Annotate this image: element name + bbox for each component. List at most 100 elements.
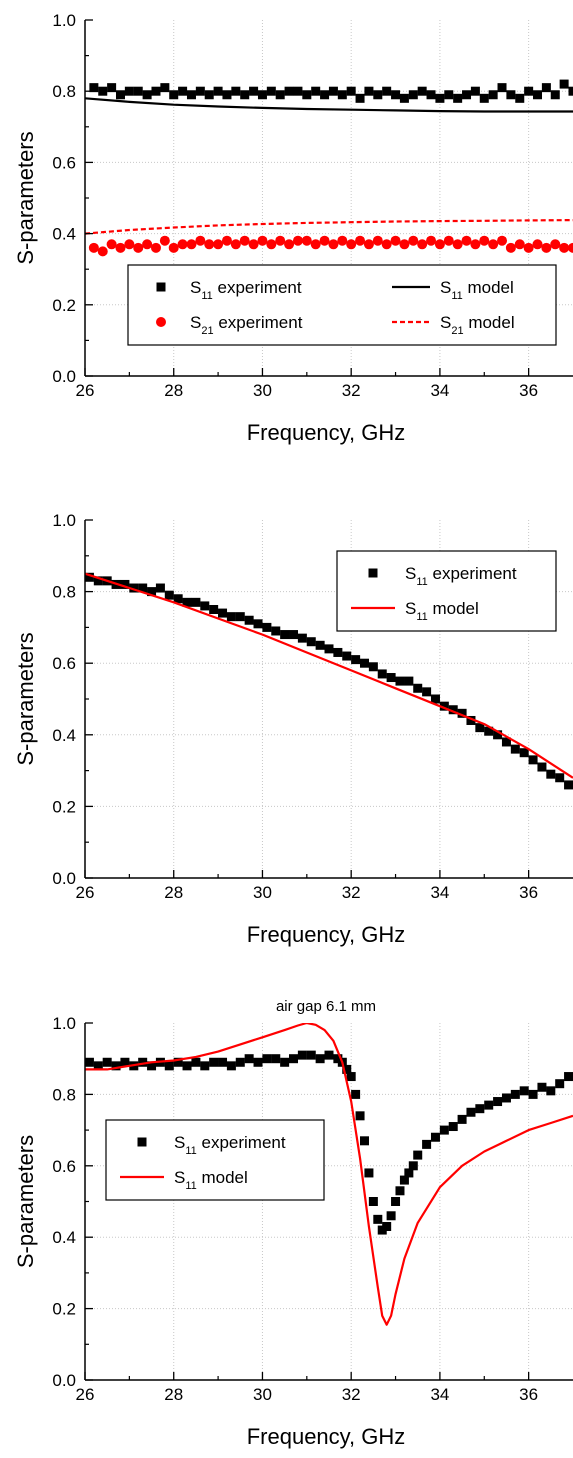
series-s11-experiment-point [497, 83, 507, 93]
y-tick-label: 0.0 [52, 1371, 76, 1390]
series-s21-experiment-point [239, 235, 250, 246]
series-s11-experiment-point [408, 1161, 418, 1171]
series-s11-experiment-point [568, 86, 573, 96]
y-tick-label: 0.4 [52, 726, 76, 745]
series-s11-experiment-point [555, 1079, 565, 1089]
series-s11-experiment-point [226, 1061, 236, 1071]
series-s11-experiment-point [235, 612, 245, 622]
series-s11-experiment-point [218, 608, 228, 618]
series-s21-experiment-point [541, 242, 552, 253]
series-s11-model-line [85, 572, 573, 779]
series-s21-experiment-point [266, 239, 277, 250]
x-tick-label: 28 [164, 1385, 183, 1404]
series-s11-experiment-point [133, 86, 143, 96]
series-s11-experiment-point [328, 86, 338, 96]
series-s21-experiment-point [213, 239, 224, 250]
series-s11-experiment-point [475, 1104, 485, 1114]
legend-label-main: S [405, 599, 416, 618]
series-s11-experiment-point [142, 90, 152, 100]
series-s11-experiment-point [448, 1122, 458, 1132]
series-s11-experiment-point [528, 755, 538, 765]
series-s21-experiment-point [532, 239, 543, 250]
series-s11-experiment-point [280, 630, 290, 640]
series-s11-experiment-point [124, 86, 134, 96]
x-axis-title: Frequency, GHz [247, 1424, 406, 1449]
legend-s11-experiment-label: S11 experiment [190, 278, 302, 302]
series-s11-experiment-point [289, 1054, 299, 1064]
legend-label-main: S [405, 564, 416, 583]
legend-label-subscript: 11 [185, 1180, 196, 1192]
series-s11-experiment-point [262, 622, 272, 632]
series-s11-experiment-point [284, 86, 294, 96]
legend-label-subscript: 11 [416, 611, 427, 623]
series-s11-experiment-point [391, 90, 401, 100]
series-s11-experiment-point [430, 1132, 440, 1142]
series-s11-experiment-point [333, 647, 343, 657]
series-s11-experiment-point [289, 630, 299, 640]
x-tick-label: 36 [519, 1385, 538, 1404]
y-tick-label: 0.8 [52, 583, 76, 602]
series-s21-experiment-point [319, 235, 330, 246]
legend-s11-experiment-symbol [368, 568, 378, 578]
series-s11-experiment-point [204, 90, 214, 100]
series-s11-experiment-point [346, 1072, 356, 1082]
series-s11-experiment-point [107, 83, 117, 93]
series-s11-experiment-point [249, 86, 259, 96]
series-s11-experiment-point [413, 1150, 423, 1160]
series-s21-experiment-point [186, 239, 197, 250]
series-s21-experiment-point [461, 235, 472, 246]
series-s11-experiment-point [182, 597, 192, 607]
legend-label-tail: experiment [197, 1133, 286, 1152]
series-s11-experiment-point [391, 1197, 401, 1206]
series-s11-experiment-point [546, 769, 556, 779]
series-s21-experiment-point [372, 235, 383, 246]
series-s21-experiment-point [514, 239, 525, 250]
x-tick-label: 34 [430, 381, 449, 400]
y-tick-label: 0.6 [52, 1157, 76, 1176]
series-s11-experiment-point [493, 730, 503, 740]
series-s11-experiment-point [475, 723, 485, 733]
series-s11-experiment-point [519, 1086, 529, 1096]
series-s11-experiment-point [85, 572, 94, 582]
series-s11-experiment-point [524, 86, 534, 96]
series-s11-experiment-point [147, 1061, 157, 1071]
series-s11-experiment-point [98, 86, 108, 96]
series-s11-experiment-point [271, 1054, 281, 1064]
series-s11-experiment-point [302, 90, 312, 100]
series-s11-experiment-point [484, 1100, 494, 1110]
series-s11-experiment-point [182, 1061, 192, 1071]
series-s11-experiment-point [386, 1211, 396, 1221]
series-s11-experiment-point [422, 1139, 432, 1149]
series-s11-experiment-point [337, 90, 347, 100]
series-s21-experiment-point [550, 239, 561, 250]
series-s11-experiment-point [164, 590, 174, 600]
series-s11-experiment-point [93, 1061, 103, 1071]
series-s11-experiment-point [506, 90, 516, 100]
series-s21-experiment-point [310, 239, 321, 250]
series-s11-experiment-point [324, 644, 334, 654]
y-tick-label: 0.4 [52, 1228, 76, 1247]
plot-area [85, 79, 573, 257]
series-s11-experiment-point [484, 726, 494, 736]
series-s11-experiment-point [537, 1082, 547, 1092]
series-s11-experiment-point [209, 1057, 219, 1067]
series-s11-experiment-point [231, 86, 241, 96]
plot-area [85, 1023, 573, 1326]
series-s11-experiment-point [293, 86, 303, 96]
series-s11-experiment-point [368, 662, 378, 672]
series-s11-experiment-point [493, 1097, 503, 1107]
series-s11-experiment-point [160, 83, 170, 93]
series-s21-experiment-point [399, 239, 410, 250]
y-axis-title: S-parameters [13, 1135, 38, 1268]
legend-label-main: S [190, 278, 201, 297]
series-s11-experiment-point [346, 86, 356, 96]
y-tick-label: 0.4 [52, 225, 76, 244]
series-s11-experiment-point [120, 1057, 130, 1067]
series-s11-experiment-point [355, 1111, 365, 1121]
series-s21-experiment-point [443, 235, 454, 246]
series-s11-experiment-point [85, 1057, 94, 1067]
series-s11-experiment-point [457, 708, 467, 718]
series-s11-experiment-point [120, 579, 130, 589]
legend-label-main: S [190, 313, 201, 332]
series-s21-experiment-point [346, 239, 357, 250]
